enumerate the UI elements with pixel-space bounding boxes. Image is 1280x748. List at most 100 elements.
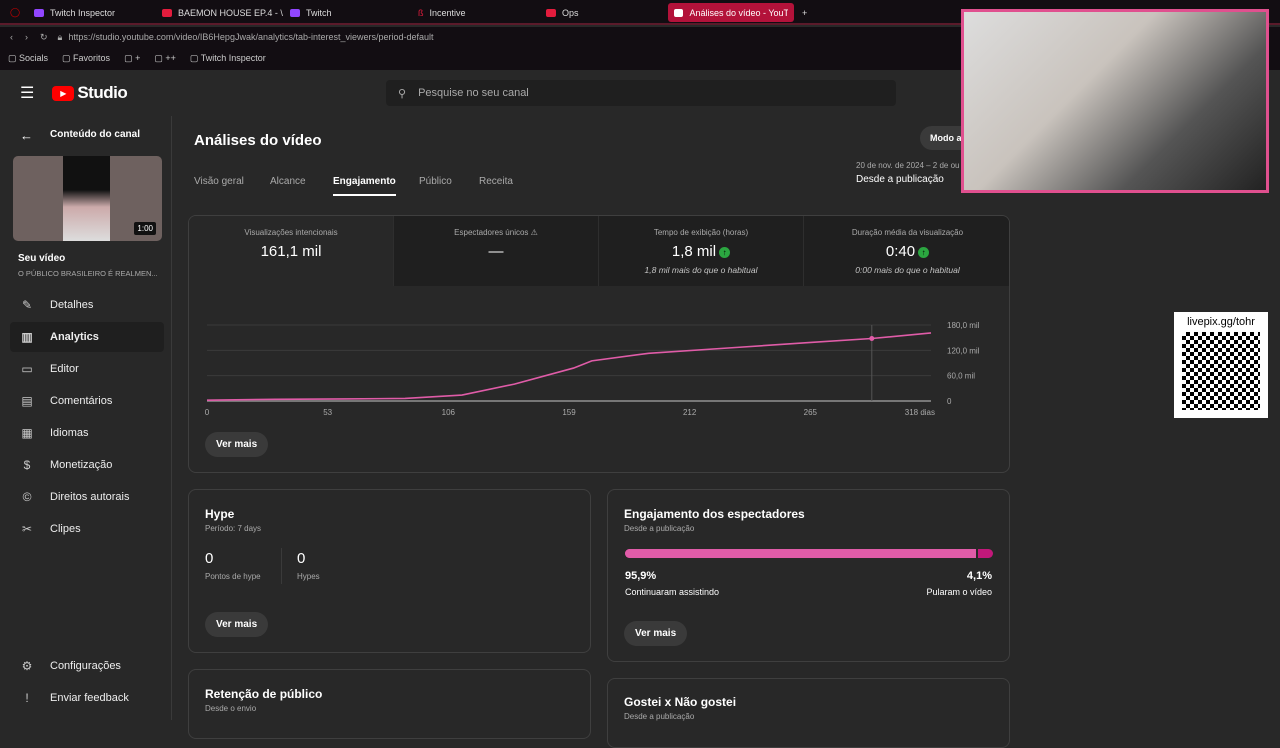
hype-card: Hype Período: 7 days 0 Pontos de hype 0 … — [188, 489, 591, 653]
see-more-button[interactable]: Ver mais — [205, 432, 269, 457]
forward-icon[interactable]: › — [25, 32, 28, 42]
comments-icon: ▤ — [21, 394, 33, 408]
back-arrow-icon[interactable]: ← — [20, 128, 33, 143]
viewer-engagement-card: Engajamento dos espectadores Desde a pub… — [607, 489, 1010, 662]
browser-tab[interactable]: BAEMON HOUSE EP.4 - \ — [156, 3, 289, 22]
search-input[interactable]: ⚲ Pesquise no seu canal — [386, 80, 896, 106]
video-title: O PÚBLICO BRASILEIRO É REALMEN... — [18, 269, 158, 278]
gear-icon: ⚙ — [21, 659, 33, 673]
incentive-icon: ß — [418, 7, 424, 18]
opera-icon[interactable]: ◯ — [10, 7, 21, 17]
hype-points-value: 0 — [205, 550, 214, 567]
nav-label: Detalhes — [50, 299, 94, 311]
sidebar-item-languages[interactable]: ▦ Idiomas — [10, 418, 164, 448]
editor-icon: ▭ — [21, 362, 33, 376]
browser-tab[interactable]: Twitch Inspector — [28, 3, 121, 22]
bookmark[interactable]: ++ — [154, 53, 176, 64]
tab-overview[interactable]: Visão geral — [194, 176, 244, 187]
x-tick-label: 318 dias — [905, 408, 935, 417]
back-icon[interactable]: ‹ — [10, 32, 13, 42]
period-select[interactable]: Desde a publicação — [856, 174, 944, 185]
sidebar-item-monetization[interactable]: $ Monetização — [10, 450, 164, 480]
video-thumbnail[interactable]: 1:00 — [13, 156, 162, 241]
sidebar-item-clips[interactable]: ✂ Clipes — [10, 514, 164, 544]
nav-label: Direitos autorais — [50, 491, 130, 503]
sidebar-item-settings[interactable]: ⚙ Configurações — [10, 651, 164, 681]
views-line-chart[interactable]: 0 60,0 mil 120,0 mil 180,0 mil 0 53 106 159 212 2… — [189, 311, 1010, 431]
skipped-label: Pularam o vídeo — [926, 587, 992, 597]
divider — [281, 548, 282, 584]
tab-label: BAEMON HOUSE EP.4 - \ — [178, 7, 283, 18]
sidebar-item-feedback[interactable]: ! Enviar feedback — [10, 683, 164, 713]
new-tab-button[interactable]: + — [802, 7, 808, 18]
y-tick-label: 180,0 mil — [947, 321, 980, 330]
tab-audience[interactable]: Público — [419, 176, 452, 187]
qr-caption: livepix.gg/tohr — [1187, 316, 1255, 328]
sidebar-item-copyright[interactable]: © Direitos autorais — [10, 482, 164, 512]
nav-label: Configurações — [50, 660, 121, 672]
metric-comparison: 1,8 mil mais do que o habitual — [644, 265, 758, 275]
tab-label: Twitch Inspector — [50, 7, 116, 18]
pencil-icon: ✎ — [21, 298, 33, 312]
bookmark[interactable]: Socials — [8, 53, 48, 64]
card-title: Gostei x Não gostei — [624, 695, 737, 709]
metric-value: 161,1 mil — [260, 243, 322, 260]
reload-icon[interactable]: ↻ — [40, 31, 48, 42]
x-tick-label: 212 — [683, 408, 697, 417]
tab-label: Análises do vídeo - YouTu — [689, 7, 788, 18]
metric-views[interactable]: Visualizações intencionais 161,1 mil — [189, 216, 394, 286]
sidebar-item-details[interactable]: ✎ Detalhes — [10, 290, 164, 320]
hypes-label: Hypes — [297, 572, 320, 581]
sidebar-item-analytics[interactable]: ▥ Analytics — [10, 322, 164, 352]
tab-engagement[interactable]: Engajamento — [333, 176, 396, 196]
sidebar-item-editor[interactable]: ▭ Editor — [10, 354, 164, 384]
studio-logo[interactable]: Studio — [77, 83, 128, 102]
sidebar: ← Conteúdo do canal 1:00 Seu vídeo O PÚB… — [0, 116, 172, 720]
nav-label: Enviar feedback — [50, 692, 129, 704]
browser-tab[interactable]: ß Incentive — [412, 3, 472, 22]
metric-comparison: 0:00 mais do que o habitual — [855, 265, 960, 275]
tab-reach[interactable]: Alcance — [270, 176, 306, 187]
nav-label: Clipes — [50, 523, 81, 535]
metric-value: 1,8 mil — [671, 243, 717, 260]
x-tick-label: 159 — [562, 408, 576, 417]
channel-content-link[interactable]: Conteúdo do canal — [50, 129, 140, 140]
youtube-icon — [674, 8, 684, 17]
scissors-icon: ✂ — [21, 522, 33, 536]
url-input[interactable]: https://studio.youtube.com/video/IB6Hepg… — [68, 32, 434, 42]
nav-label: Comentários — [50, 395, 113, 407]
youtube-logo-icon: ▶ — [52, 85, 75, 101]
x-tick-label: 265 — [804, 408, 818, 417]
browser-tab[interactable]: Twitch — [284, 3, 338, 22]
sidebar-item-comments[interactable]: ▤ Comentários — [10, 386, 164, 416]
metric-unique-viewers[interactable]: Espectadores únicos ⚠ — — [394, 216, 599, 286]
languages-icon: ▦ — [21, 426, 33, 440]
views-series-line — [206, 332, 932, 401]
likes-card: Gostei x Não gostei Desde a publicação — [607, 678, 1010, 748]
search-placeholder: Pesquise no seu canal — [418, 87, 529, 99]
card-subtitle: Desde a publicação — [624, 712, 695, 721]
webcam-overlay — [961, 9, 1269, 193]
search-icon: ⚲ — [398, 87, 407, 100]
metric-label: Tempo de exibição (horas) — [653, 228, 749, 237]
y-tick-label: 120,0 mil — [947, 346, 980, 355]
see-more-button[interactable]: Ver mais — [205, 612, 269, 637]
lock-icon: 🔒︎ — [57, 31, 63, 42]
browser-tab[interactable]: Ops — [540, 3, 585, 22]
metric-value: — — [488, 243, 504, 260]
browser-tab-active[interactable]: Análises do vídeo - YouTu — [668, 3, 794, 22]
engagement-bar-fill — [625, 549, 978, 558]
copyright-icon: © — [22, 490, 32, 504]
tab-revenue[interactable]: Receita — [479, 176, 513, 187]
youtube-icon — [546, 8, 556, 17]
skipped-pct: 4,1% — [966, 570, 992, 582]
bookmark[interactable]: Favoritos — [62, 53, 110, 64]
bookmark[interactable]: Twitch Inspector — [190, 53, 266, 64]
metric-avg-duration[interactable]: Duração média da visualização 0:40 ↑ 0:00 m… — [804, 216, 1009, 286]
engagement-bar — [625, 549, 993, 558]
metric-watch-time[interactable]: Tempo de exibição (horas) 1,8 mil ↑ 1,8 mil… — [599, 216, 804, 286]
menu-icon[interactable]: ☰ — [20, 85, 35, 102]
bookmark[interactable]: + — [124, 53, 140, 64]
see-more-button[interactable]: Ver mais — [624, 621, 688, 646]
arrow-up-icon: ↑ — [719, 246, 731, 258]
